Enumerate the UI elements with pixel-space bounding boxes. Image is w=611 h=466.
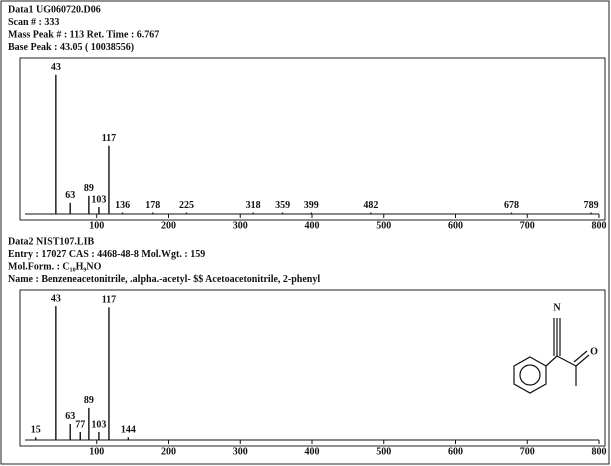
peak-label: 117 <box>102 133 116 144</box>
peak-label: 77 <box>75 419 85 430</box>
peak-label: 89 <box>84 395 94 406</box>
peak-label: 399 <box>304 200 319 211</box>
peak-label: 144 <box>121 425 136 436</box>
x-tick-label: 500 <box>376 220 391 231</box>
header-line: Data2 NIST107.LIB <box>8 236 94 247</box>
x-tick-label: 300 <box>233 446 248 457</box>
structure <box>513 318 590 394</box>
x-tick-label: 200 <box>161 220 176 231</box>
x-tick-label: 700 <box>520 446 535 457</box>
x-tick-label: 400 <box>305 220 320 231</box>
peak-label: 789 <box>584 200 599 211</box>
peak-label: 63 <box>65 411 75 422</box>
peak-label: 225 <box>179 200 194 211</box>
x-tick-label: 700 <box>520 220 535 231</box>
peak-label: 103 <box>91 194 106 205</box>
peak-label: 63 <box>65 190 75 201</box>
x-tick-label: 300 <box>233 220 248 231</box>
peak-label: 117 <box>102 295 116 306</box>
x-tick-label: 600 <box>448 220 463 231</box>
header-line: Mol.Form. : C₁₀H₉NO <box>8 261 102 272</box>
header-line: Mass Peak # : 113 Ret. Time : 6.767 <box>8 29 159 40</box>
x-tick-label: 600 <box>448 446 463 457</box>
x-tick-label: 400 <box>305 446 320 457</box>
x-tick-label: 200 <box>161 446 176 457</box>
x-tick-label: 500 <box>376 446 391 457</box>
peak-label: 89 <box>84 183 94 194</box>
x-tick-label: 100 <box>89 446 104 457</box>
peak-label: 482 <box>363 200 378 211</box>
peak-label: 359 <box>275 200 290 211</box>
header-line: Base Peak : 43.05 ( 10038556) <box>8 42 134 53</box>
x-tick-label: 800 <box>592 446 607 457</box>
plot-frame <box>19 57 606 221</box>
header-line: Data1 UG060720.D06 <box>8 4 101 15</box>
peak-label: 43 <box>51 62 61 73</box>
header-line: Name : Benzeneacetonitrile, .alpha.-acet… <box>8 274 320 285</box>
peak-label: 178 <box>145 200 160 211</box>
peak-label: 318 <box>246 200 261 211</box>
peak-label: 103 <box>91 419 106 430</box>
peak-label: 43 <box>51 293 61 304</box>
header-line: Entry : 17027 CAS : 4468-48-8 Mol.Wgt. :… <box>8 249 205 260</box>
plot-frame <box>19 289 606 447</box>
peak-label: 15 <box>31 425 41 436</box>
header-line: Scan # : 333 <box>8 17 59 28</box>
x-tick-label: 800 <box>592 220 607 231</box>
atom-label: O <box>590 346 598 357</box>
peak-label: 136 <box>115 200 130 211</box>
x-tick-label: 100 <box>89 220 104 231</box>
atom-label: N <box>553 302 561 313</box>
peak-label: 678 <box>504 200 519 211</box>
